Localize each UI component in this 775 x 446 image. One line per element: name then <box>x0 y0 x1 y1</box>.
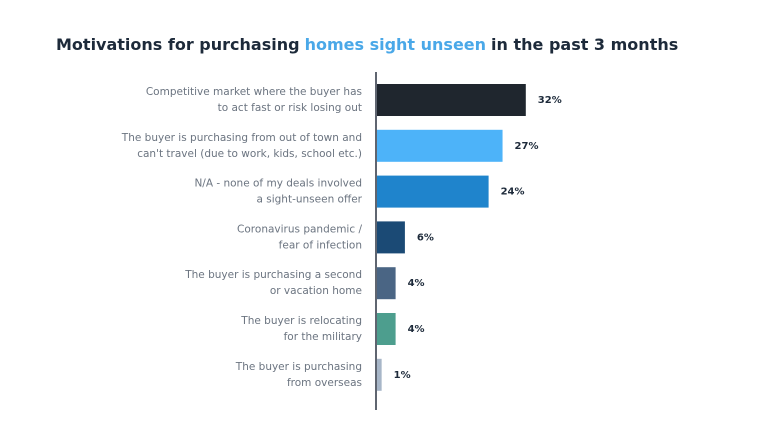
value-label: 1% <box>394 370 411 381</box>
bar <box>377 313 396 345</box>
value-label: 27% <box>515 141 539 152</box>
category-label: The buyer is purchasing from out of town… <box>121 132 362 144</box>
value-label: 6% <box>417 232 434 243</box>
chart-title: Motivations for purchasing homes sight un… <box>56 35 678 54</box>
value-label: 32% <box>538 95 562 106</box>
category-label: a sight-unseen offer <box>256 194 362 206</box>
category-label: The buyer is purchasing <box>235 361 362 373</box>
bar <box>377 267 396 300</box>
category-label: can't travel (due to work, kids, school … <box>137 148 362 160</box>
bar <box>377 84 526 116</box>
title-part: homes sight unseen <box>305 35 486 54</box>
value-label: 24% <box>501 187 525 198</box>
value-label: 4% <box>408 278 425 289</box>
category-label: N/A - none of my deals involved <box>194 178 362 190</box>
category-label: The buyer is relocating <box>240 315 362 327</box>
category-label: from overseas <box>287 377 362 389</box>
category-label: The buyer is purchasing a second <box>184 269 362 281</box>
title-part: in the past 3 months <box>491 35 678 54</box>
category-label: fear of infection <box>279 239 362 251</box>
bar <box>377 358 382 391</box>
title-part: Motivations for purchasing <box>56 35 300 54</box>
category-label: Coronavirus pandemic / <box>237 223 362 235</box>
bar <box>377 175 489 208</box>
bar <box>377 129 503 162</box>
category-label: Competitive market where the buyer has <box>146 86 362 98</box>
value-label: 4% <box>408 324 425 335</box>
category-label: to act fast or risk losing out <box>218 102 362 114</box>
category-label: for the military <box>284 331 362 343</box>
category-label: or vacation home <box>270 285 362 297</box>
bar <box>377 221 405 254</box>
